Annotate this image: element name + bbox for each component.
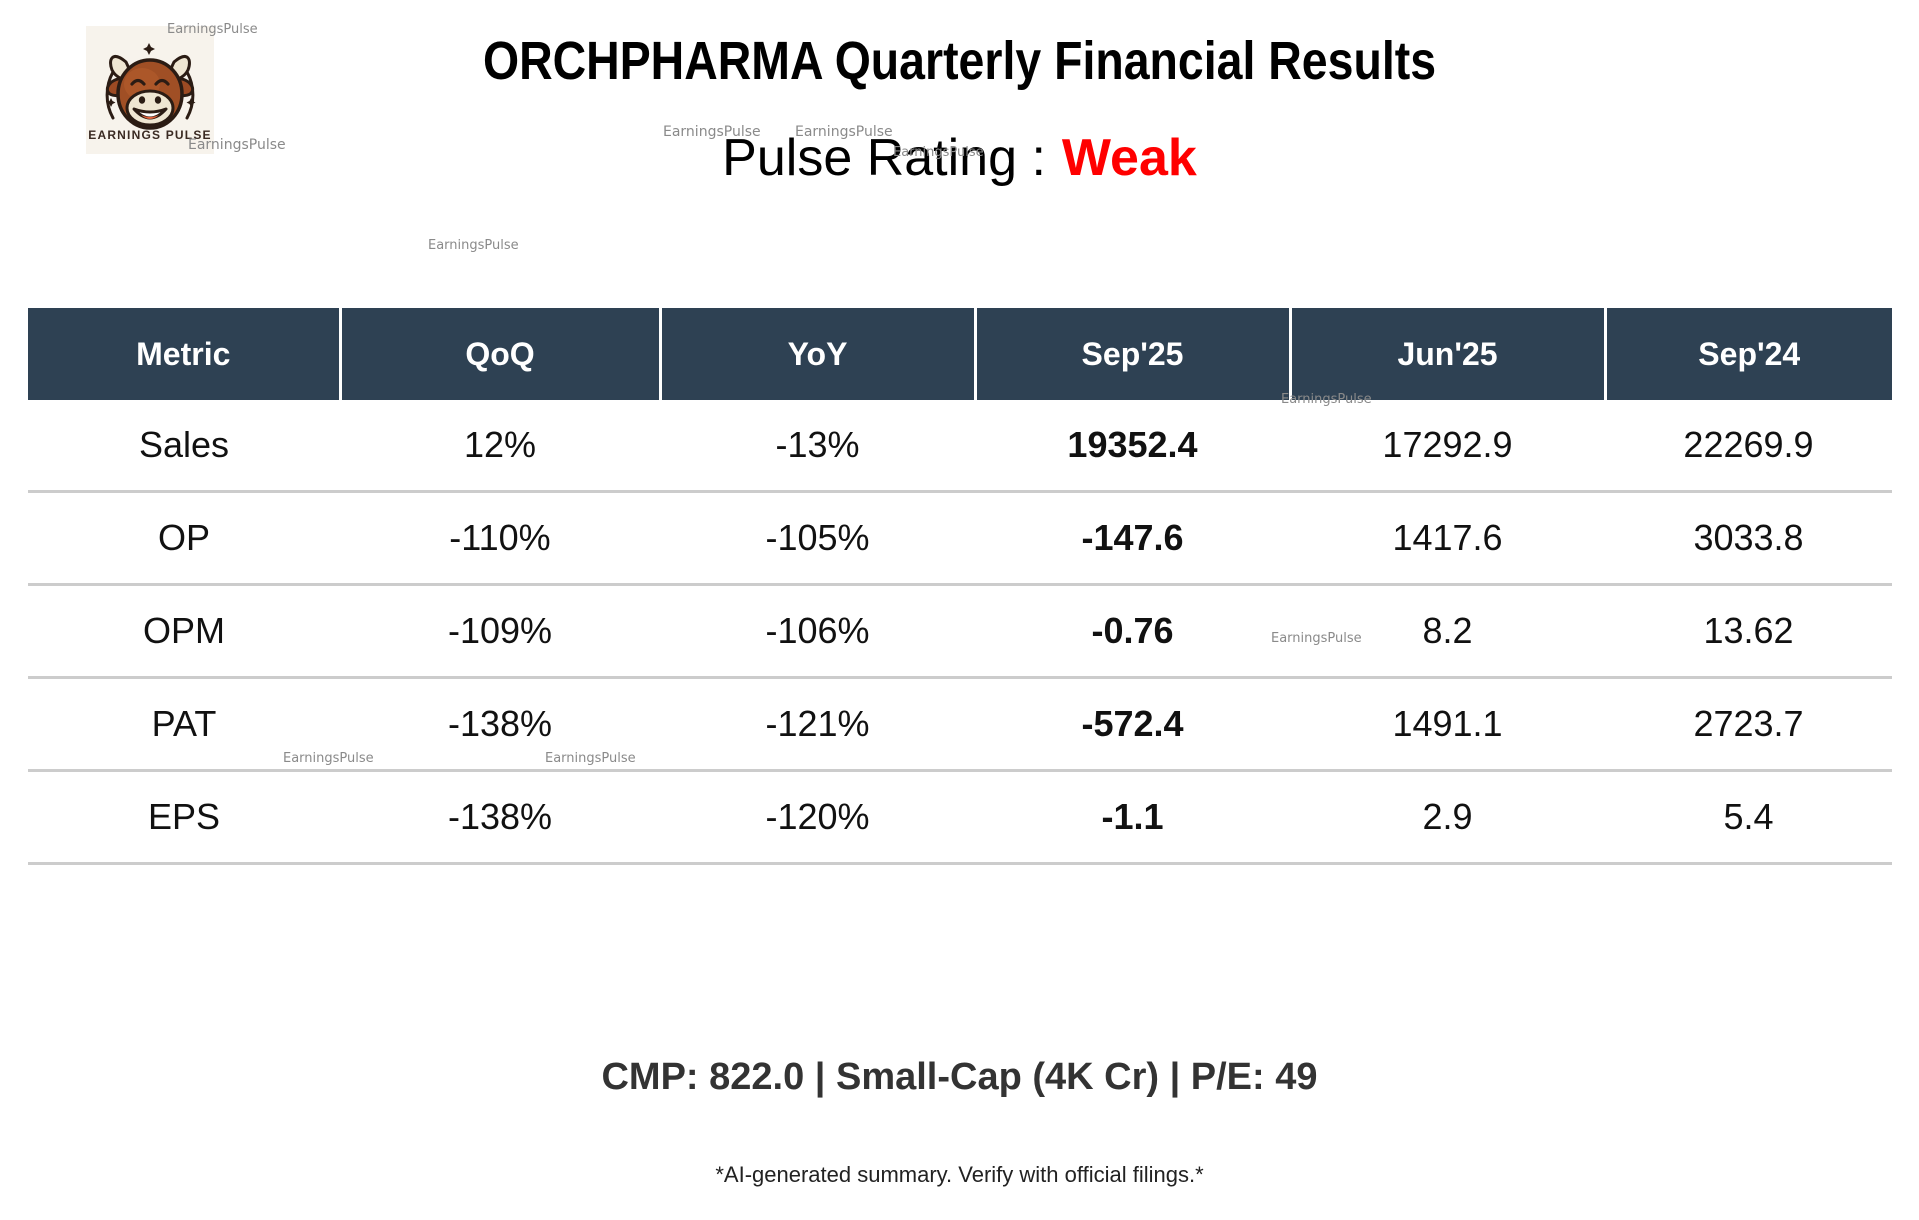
cell-yoy: -13% xyxy=(660,400,975,493)
pulse-rating-value: Weak xyxy=(1061,129,1197,187)
cell-year-ago-quarter: 3033.8 xyxy=(1605,491,1892,586)
cell-current-quarter: -1.1 xyxy=(975,770,1290,865)
cell-metric: OP xyxy=(28,491,340,586)
column-header-yoy: YoY xyxy=(660,308,977,400)
cell-previous-quarter: 2.9 xyxy=(1290,770,1605,865)
cell-metric: Sales xyxy=(28,400,340,493)
cell-qoq: -110% xyxy=(340,491,660,586)
bull-mascot-icon xyxy=(86,26,214,154)
column-header-metric: Metric xyxy=(28,308,342,400)
cell-qoq: 12% xyxy=(340,400,660,493)
brand-logo: EARNINGS PULSE xyxy=(86,26,214,154)
disclaimer-text: *AI-generated summary. Verify with offic… xyxy=(715,1162,1204,1187)
cell-metric: PAT xyxy=(28,677,340,772)
table-row: OPM -109% -106% -0.76 8.2 13.62 xyxy=(28,584,1892,679)
column-header-sep25: Sep'25 xyxy=(975,308,1292,400)
cell-year-ago-quarter: 22269.9 xyxy=(1605,400,1892,493)
table-header-row: Metric QoQ YoY Sep'25 Jun'25 Sep'24 xyxy=(28,308,1892,400)
cell-year-ago-quarter: 13.62 xyxy=(1605,584,1892,679)
table-row: Sales 12% -13% 19352.4 17292.9 22269.9 xyxy=(28,400,1892,493)
page-title: ORCHPHARMA Quarterly Financial Results xyxy=(482,31,1437,91)
column-header-qoq: QoQ xyxy=(340,308,662,400)
cell-previous-quarter: 1417.6 xyxy=(1290,491,1605,586)
cell-qoq: -109% xyxy=(340,584,660,679)
pulse-rating-label: Pulse Rating : xyxy=(722,129,1046,187)
cell-current-quarter: -147.6 xyxy=(975,491,1290,586)
table-row: OP -110% -105% -147.6 1417.6 3033.8 xyxy=(28,491,1892,586)
cell-previous-quarter: 1491.1 xyxy=(1290,677,1605,772)
cell-metric: OPM xyxy=(28,584,340,679)
cell-current-quarter: -572.4 xyxy=(975,677,1290,772)
cmp-summary-line: CMP: 822.0 | Small-Cap (4K Cr) | P/E: 49 xyxy=(601,1056,1318,1098)
cell-yoy: -120% xyxy=(660,770,975,865)
table-row: PAT -138% -121% -572.4 1491.1 2723.7 xyxy=(28,677,1892,772)
logo-wordmark: EARNINGS PULSE xyxy=(88,128,212,142)
cell-previous-quarter: 8.2 xyxy=(1290,584,1605,679)
cell-yoy: -106% xyxy=(660,584,975,679)
column-header-jun25: Jun'25 xyxy=(1290,308,1607,400)
cell-yoy: -121% xyxy=(660,677,975,772)
column-header-sep24: Sep'24 xyxy=(1605,308,1892,400)
watermark: EarningsPulse xyxy=(428,238,519,253)
cell-year-ago-quarter: 5.4 xyxy=(1605,770,1892,865)
table-row: EPS -138% -120% -1.1 2.9 5.4 xyxy=(28,770,1892,865)
cell-current-quarter: -0.76 xyxy=(975,584,1290,679)
cell-year-ago-quarter: 2723.7 xyxy=(1605,677,1892,772)
cell-current-quarter: 19352.4 xyxy=(975,400,1290,493)
cell-yoy: -105% xyxy=(660,491,975,586)
pulse-rating-line: Pulse Rating : Weak xyxy=(0,128,1919,188)
cell-metric: EPS xyxy=(28,770,340,865)
financial-results-table: Metric QoQ YoY Sep'25 Jun'25 Sep'24 Sale… xyxy=(28,308,1892,865)
cell-qoq: -138% xyxy=(340,770,660,865)
cell-qoq: -138% xyxy=(340,677,660,772)
cell-previous-quarter: 17292.9 xyxy=(1290,400,1605,493)
